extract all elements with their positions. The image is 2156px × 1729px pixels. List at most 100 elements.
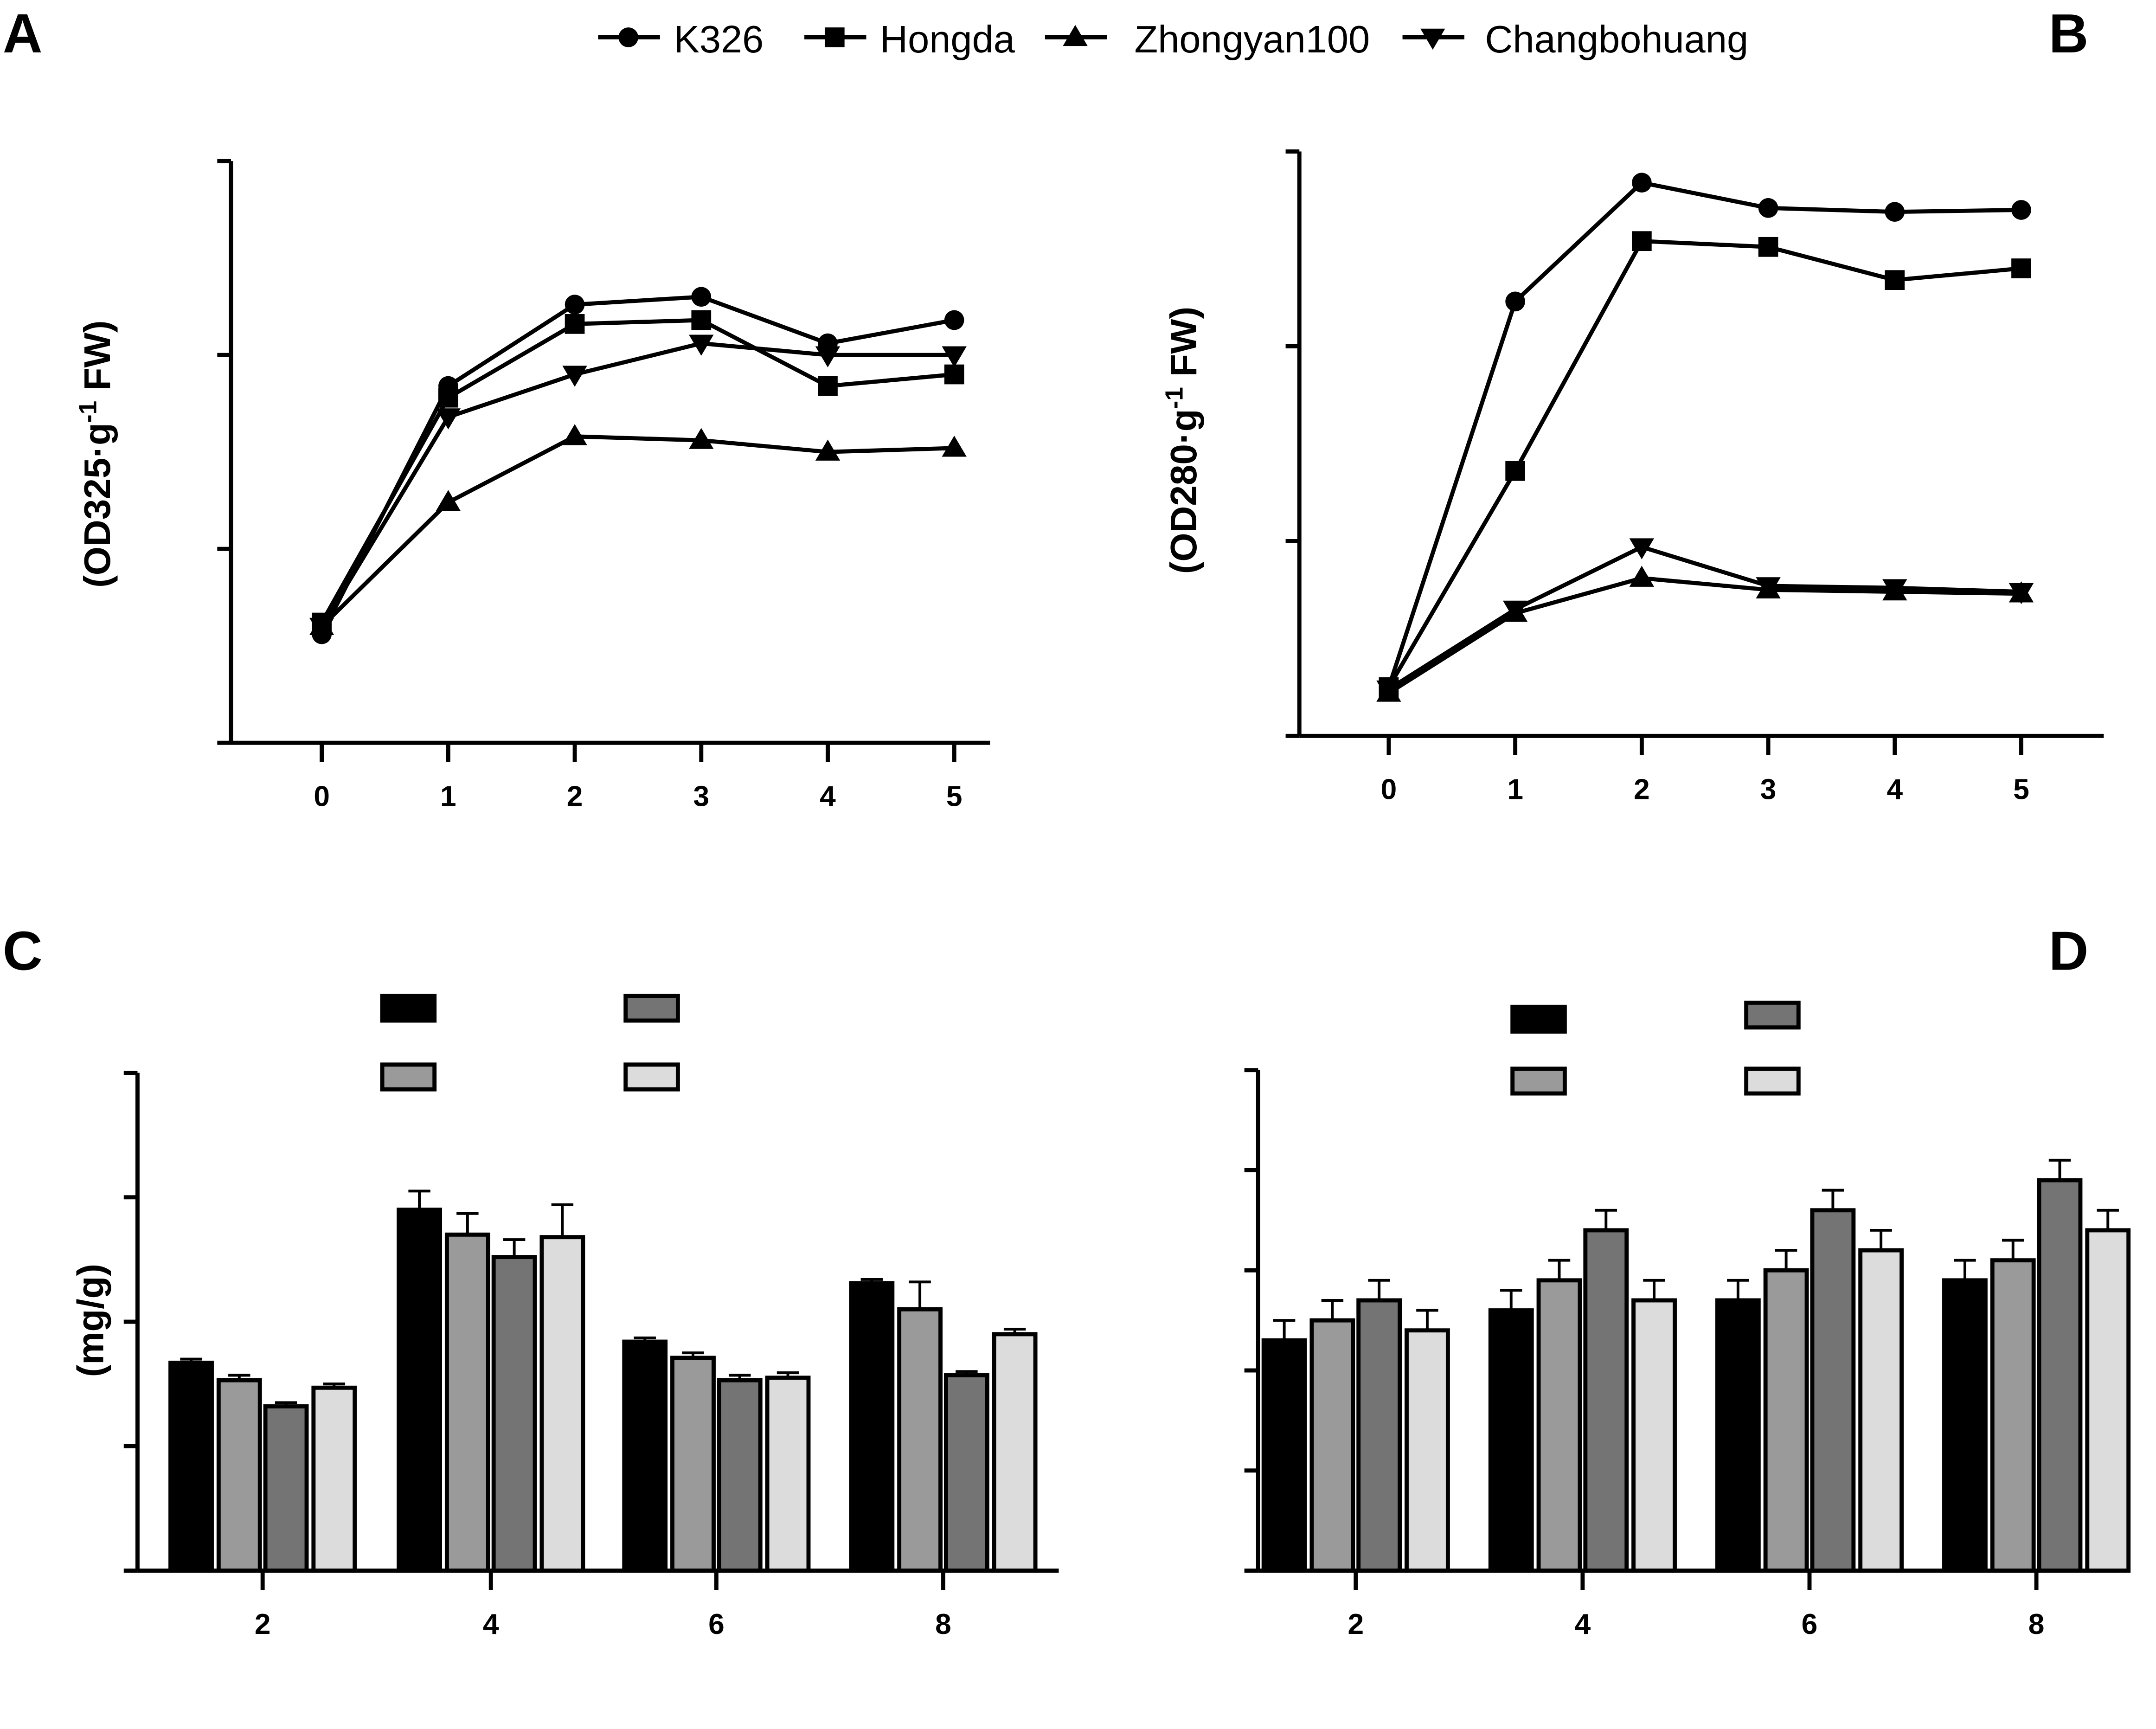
data-point — [438, 387, 458, 408]
data-point — [562, 424, 587, 445]
x-tick-label: 1 — [1507, 774, 1523, 806]
data-point — [689, 428, 714, 449]
series-zhongyan100 — [263, 1238, 989, 1573]
top-legend: K326 Hongda Zhongyan100 Changbohuang — [598, 18, 1748, 61]
bar — [1309, 1318, 1355, 1573]
data-point — [1376, 680, 1401, 702]
data-point — [691, 287, 712, 307]
y-axis-title-part: (mg/g) — [70, 1264, 111, 1377]
legend-hongda: Hongda — [880, 18, 1015, 61]
data-point — [1756, 577, 1781, 598]
data-point — [815, 439, 841, 461]
bar — [1763, 1268, 1809, 1573]
bar — [2085, 1228, 2131, 1573]
series-zhongyan100 — [1356, 1158, 2083, 1573]
series-k326 — [1379, 173, 2031, 697]
bar — [539, 1235, 585, 1573]
data-point — [944, 364, 964, 385]
bar — [168, 1361, 214, 1573]
data-point — [2011, 200, 2031, 220]
bar — [216, 1378, 262, 1573]
y-axis-title-line2: (OD325·g-1 FW) — [74, 320, 118, 587]
data-point — [2011, 258, 2031, 278]
legend — [380, 994, 680, 1092]
bar — [765, 1375, 811, 1573]
bar — [1990, 1258, 2036, 1573]
legend-swatch — [380, 994, 437, 1023]
y-axis-title-part: FW) — [77, 320, 118, 400]
series-line — [320, 295, 955, 636]
data-point — [1882, 579, 1907, 600]
y-axis-title-part: (OD325·g — [77, 423, 118, 588]
bar — [849, 1281, 895, 1573]
legend-swatch — [1744, 1067, 1801, 1096]
data-point — [1632, 231, 1652, 251]
chart-b: 0 1 2 3 4 5 (OD280·g-1 FW) — [1161, 149, 2104, 806]
data-point — [1505, 461, 1525, 481]
bar — [397, 1208, 443, 1573]
data-point — [1632, 173, 1652, 193]
legend-marker-changbohuang — [1420, 28, 1445, 50]
legend-swatch — [380, 1062, 437, 1092]
bar — [1810, 1208, 1856, 1573]
data-point — [1629, 538, 1655, 559]
series-changbohuang — [309, 334, 967, 639]
panel-label-a: A — [3, 3, 43, 64]
data-point — [436, 490, 461, 511]
series-changbohuang — [1376, 538, 2034, 702]
data-point — [565, 314, 585, 334]
series-hongda — [1379, 231, 2031, 697]
bar — [1405, 1328, 1450, 1573]
bar — [1488, 1308, 1534, 1573]
y-axis-title-part: FW) — [1163, 307, 1204, 387]
series-hongda — [1309, 1239, 2036, 1573]
x-tick-label: 4 — [1575, 1608, 1591, 1640]
bar — [943, 1373, 989, 1573]
y-axis-title-part: (OD280·g — [1163, 409, 1204, 574]
legend-changbohuang: Changbohuang — [1485, 18, 1748, 61]
bar — [1356, 1298, 1402, 1573]
bar — [311, 1385, 357, 1573]
x-tick-label: 4 — [820, 781, 836, 813]
x-tick-label: 1 — [440, 781, 456, 813]
data-point — [1505, 291, 1525, 312]
bar — [263, 1404, 309, 1573]
data-point — [942, 436, 967, 457]
legend-k326: K326 — [674, 18, 764, 61]
legend-swatch — [1510, 1067, 1567, 1096]
series-zhongyan100 — [309, 424, 967, 636]
x-tick-label: 4 — [483, 1608, 499, 1640]
bar — [1715, 1298, 1761, 1573]
x-tick-label: 2 — [1634, 774, 1650, 806]
series-k326 — [168, 1189, 895, 1573]
data-point — [1629, 566, 1655, 587]
data-point — [436, 408, 461, 430]
bar — [1942, 1278, 1988, 1573]
bar — [1858, 1248, 1904, 1573]
series-line — [320, 318, 955, 624]
x-tick-label: 8 — [935, 1608, 951, 1640]
bar — [1583, 1228, 1629, 1573]
x-tick-label: 2 — [1348, 1608, 1364, 1640]
bar — [1261, 1338, 1307, 1573]
series-line — [320, 341, 955, 628]
data-point — [2008, 583, 2034, 604]
legend-zhongyan100: Zhongyan100 — [1135, 18, 1370, 61]
bar — [2037, 1178, 2083, 1573]
data-point — [815, 346, 841, 367]
bar — [491, 1255, 537, 1573]
data-point — [562, 366, 587, 387]
x-tick-label: 0 — [314, 781, 330, 813]
panel-label-b: B — [2049, 3, 2089, 64]
data-point — [1885, 202, 1905, 222]
chart-a: 0 1 2 3 4 5 (OD325·g-1 FW) — [74, 159, 990, 813]
bar — [444, 1232, 490, 1573]
x-tick-label: 3 — [693, 781, 709, 813]
data-point — [942, 346, 967, 367]
series-k326 — [1261, 1259, 1988, 1573]
data-point — [1885, 270, 1905, 290]
data-point — [1758, 237, 1778, 257]
data-point — [309, 617, 334, 639]
y-axis-title-superscript: -1 — [1161, 387, 1188, 409]
